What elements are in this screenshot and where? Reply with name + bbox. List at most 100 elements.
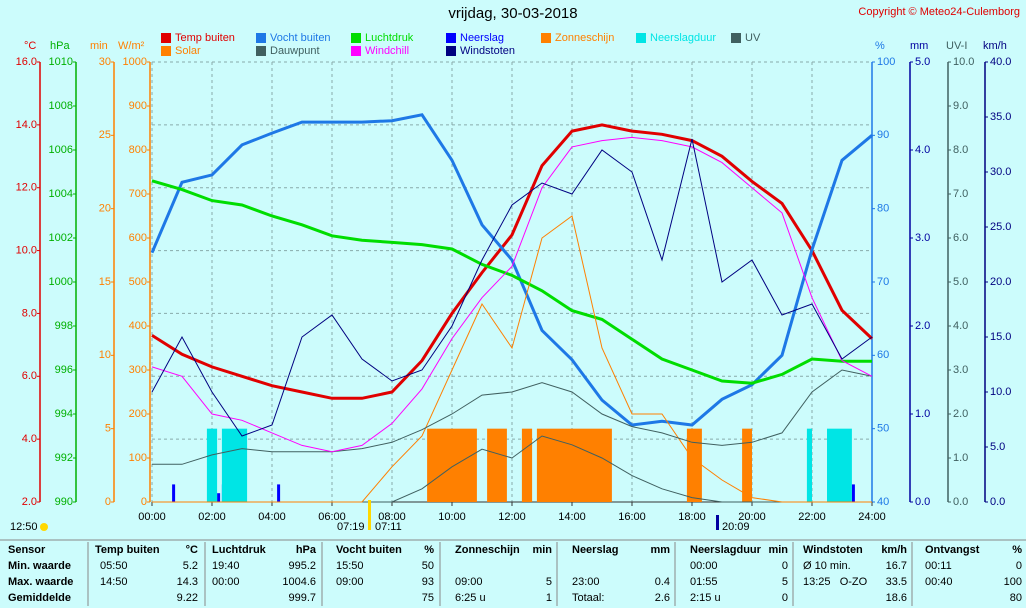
bar [217,493,221,502]
y-tick-label: 70 [877,276,889,288]
y-tick-label: 996 [55,364,73,376]
y-tick-label: 1000 [49,276,73,288]
y-tick-label: 50 [877,423,889,435]
y-tick-label: 15 [99,276,111,288]
bar [427,428,477,502]
y-tick-label: 2.0 [953,408,968,420]
y-tick-label: 994 [55,408,73,420]
axis-unit: hPa [50,40,70,52]
x-tick-label: 20:00 [738,511,766,523]
row-label: Min. waarde [8,560,71,572]
sunrise-marker [368,500,371,530]
y-tick-label: 1006 [49,144,73,156]
legend-label: UV [745,32,761,44]
y-tick-label: 40.0 [990,56,1011,68]
y-tick-label: 10.0 [16,244,37,256]
legend-label: Vocht buiten [270,32,331,44]
table-header: mm [650,544,670,556]
y-tick-label: 15.0 [990,331,1011,343]
table-header: Neerslagduur [690,544,762,556]
table-header: km/h [881,544,907,556]
y-tick-label: 2.0 [22,496,37,508]
axis-unit: UV-I [946,40,967,52]
table-header: Neerslag [572,544,618,556]
table-cell: Totaal: [572,592,604,604]
x-tick-label: 04:00 [258,511,286,523]
table-cell: 16.7 [886,560,907,572]
table-header: % [424,544,434,556]
legend-label: Temp buiten [175,32,235,44]
table-cell: 00:40 [925,576,953,588]
table-cell: 2:15 u [690,592,721,604]
axis-unit: % [875,40,885,52]
axis-unit: mm [910,40,928,52]
table-cell: 00:00 [212,576,240,588]
annotation: 20:09 [722,521,750,533]
y-tick-label: 400 [129,320,147,332]
bar [172,484,176,502]
y-tick-label: 1004 [49,188,73,200]
y-tick-label: 1002 [49,232,73,244]
line-series [152,369,873,465]
y-tick-label: 800 [129,144,147,156]
table-header: Temp buiten [95,544,160,556]
legend-label: Luchtdruk [365,32,414,44]
line-series [151,123,874,400]
table-header: % [1012,544,1022,556]
y-tick-label: 30 [99,56,111,68]
y-tick-label: 16.0 [16,56,37,68]
x-tick-label: 06:00 [318,511,346,523]
legend-swatch [446,46,456,56]
legend-swatch [446,33,456,43]
table-cell: 5 [782,576,788,588]
table-header: Windstoten [803,544,863,556]
sunset-marker [716,515,719,530]
y-tick-label: 10.0 [990,386,1011,398]
legend-label: Neerslagduur [650,32,716,44]
y-tick-label: 1.0 [915,408,930,420]
table-cell: Ø 10 min. [803,560,851,572]
table-cell: 09:00 [455,576,483,588]
y-tick-label: 4.0 [915,144,930,156]
bar [277,484,281,502]
table-cell: 50 [422,560,434,572]
table-cell: 0 [782,560,788,572]
y-tick-label: 0 [105,496,111,508]
table-cell: 0.4 [655,576,670,588]
y-tick-label: 1.0 [953,452,968,464]
x-tick-label: 00:00 [138,511,166,523]
bar [221,428,248,502]
table-header: Ontvangst [925,544,980,556]
annotation: 07:19 [337,521,365,533]
axis-unit: km/h [983,40,1007,52]
table-cell: 100 [1004,576,1022,588]
y-tick-label: 12.0 [16,182,37,194]
y-tick-label: 5.0 [915,56,930,68]
table-cell: 9.22 [177,592,198,604]
legend-swatch [256,33,266,43]
x-tick-label: 18:00 [678,511,706,523]
table-cell: 00:00 [690,560,718,572]
table-cell: 2.6 [655,592,670,604]
y-tick-label: 300 [129,364,147,376]
table-cell: 0 [782,592,788,604]
bar [521,428,533,502]
legend-label: Solar [175,45,201,57]
y-tick-label: 25 [99,129,111,141]
y-tick-label: 1000 [123,56,147,68]
bar [686,428,702,502]
y-tick-label: 80 [877,203,889,215]
table-header: Zonneschijn [455,544,520,556]
table-cell: 00:11 [925,560,952,572]
annotation: 12:50 [10,521,38,533]
y-tick-label: 5.0 [953,276,968,288]
y-tick-label: 10.0 [953,56,974,68]
y-tick-label: 0 [141,496,147,508]
legend-label: Windchill [365,45,409,57]
bar [851,484,855,502]
table-header: min [532,544,552,556]
legend-swatch [256,46,266,56]
line-series [151,136,873,453]
y-tick-label: 900 [129,100,147,112]
